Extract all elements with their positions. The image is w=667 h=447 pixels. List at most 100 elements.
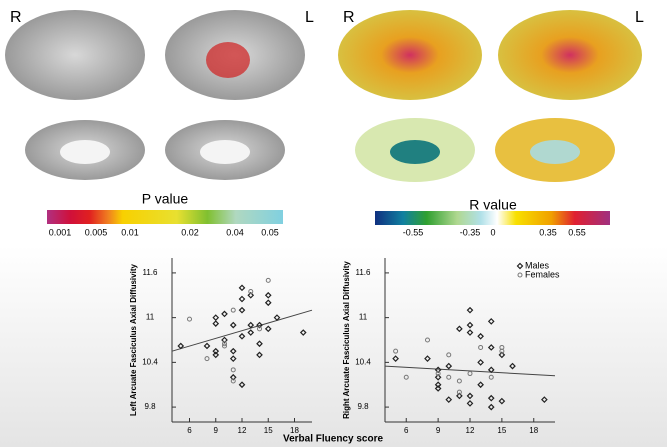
point (238, 332, 246, 340)
point (466, 392, 474, 400)
point (403, 374, 409, 380)
point (487, 403, 495, 411)
point (456, 378, 462, 384)
point (434, 373, 442, 381)
point (541, 396, 548, 403)
point (229, 321, 237, 329)
x-tick-label: 12 (466, 426, 475, 435)
point (498, 397, 506, 405)
point (238, 284, 246, 292)
scale-label: -0.55 (403, 227, 424, 237)
point (256, 321, 263, 329)
point (212, 314, 220, 321)
y-tick-label: 11.6 (143, 268, 159, 277)
point (446, 352, 452, 358)
point (477, 381, 484, 389)
brain-label: R (343, 9, 355, 26)
r-colorbar (375, 211, 610, 225)
legend-label: Females (525, 269, 560, 279)
point (273, 314, 281, 321)
point (446, 374, 452, 380)
scale-label: 0.001 (49, 227, 72, 237)
brain-images (5, 10, 642, 182)
trend-line (384, 365, 556, 377)
scale-label: 0.04 (226, 227, 244, 237)
point (434, 366, 442, 374)
point (487, 318, 495, 325)
point (238, 381, 246, 389)
point (247, 321, 255, 329)
point (487, 366, 495, 374)
trend-line (171, 309, 313, 352)
y-tick-label: 11 (359, 313, 368, 322)
y-tick-label: 9.8 (357, 402, 369, 411)
point (466, 329, 474, 336)
legend-marker (517, 272, 523, 278)
point (221, 336, 228, 344)
point (487, 394, 495, 402)
point (212, 347, 220, 355)
point (445, 396, 453, 403)
point (424, 355, 431, 362)
y-tick-label: 10.4 (355, 357, 371, 366)
point (445, 362, 453, 370)
point (204, 356, 210, 362)
point (264, 291, 272, 299)
y-axis-label: Left Arcuate Fasciculus Axial Diffusivit… (129, 264, 138, 416)
point (488, 374, 494, 380)
point (478, 344, 484, 350)
point (222, 343, 227, 349)
point (456, 325, 463, 333)
point (203, 342, 211, 350)
point (434, 381, 442, 389)
point (477, 332, 484, 340)
scale-label: 0.005 (85, 227, 108, 237)
point (435, 371, 441, 377)
point (229, 355, 237, 362)
y-tick-label: 11 (146, 313, 155, 322)
x-tick-label: 9 (436, 426, 441, 435)
point (238, 295, 246, 303)
point (456, 389, 462, 395)
point (248, 289, 254, 295)
x-tick-label: 18 (290, 426, 299, 435)
point (477, 359, 484, 366)
point (264, 325, 272, 333)
p-colorbar (47, 210, 283, 224)
scale-label: 0.55 (568, 227, 586, 237)
x-tick-label: 6 (187, 426, 192, 435)
point (393, 348, 399, 354)
scale-label: 0 (490, 227, 495, 237)
point (265, 277, 271, 283)
point (498, 351, 506, 359)
scale-title: R value (469, 197, 517, 213)
y-tick-label: 11.6 (356, 268, 372, 277)
y-tick-label: 10.4 (142, 357, 158, 366)
point (434, 385, 442, 392)
point (256, 340, 263, 348)
point (466, 400, 474, 407)
x-tick-label: 6 (404, 426, 409, 435)
point (425, 337, 430, 343)
x-tick-label: 15 (264, 426, 273, 435)
point (487, 344, 495, 351)
brain-label: L (635, 9, 644, 26)
point (509, 362, 516, 370)
scale-label: 0.02 (181, 227, 199, 237)
point (499, 348, 505, 354)
point (466, 321, 474, 329)
point (230, 378, 236, 384)
point (392, 355, 399, 362)
point (299, 329, 307, 336)
x-tick-label: 12 (238, 426, 247, 435)
point (187, 316, 192, 322)
point (456, 392, 463, 400)
x-tick-label: 9 (214, 426, 219, 435)
y-tick-label: 9.8 (144, 402, 156, 411)
point (230, 307, 236, 313)
point (247, 329, 255, 336)
scale-label: 0.01 (121, 227, 139, 237)
scale-label: -0.35 (460, 227, 481, 237)
point (467, 371, 473, 377)
